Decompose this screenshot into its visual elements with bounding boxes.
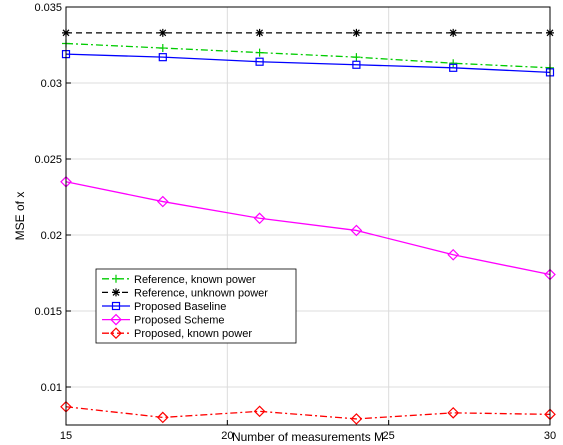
legend-label: Proposed Scheme <box>134 315 225 327</box>
series-layer <box>60 28 556 425</box>
series-line <box>65 406 551 420</box>
series-0 <box>62 39 554 72</box>
grid-lines <box>65 6 551 425</box>
data-point-marker <box>253 212 266 225</box>
series-line <box>65 53 551 74</box>
data-point-marker <box>449 28 458 37</box>
legend-label: Proposed, known power <box>134 328 252 340</box>
data-point-marker <box>110 327 122 340</box>
legend-label: Proposed Baseline <box>134 301 226 313</box>
data-point-marker <box>449 59 458 68</box>
x-ticks: 15 20 25 30 <box>60 420 556 442</box>
x-tick-label: 15 <box>60 430 72 442</box>
data-point-marker <box>158 28 167 37</box>
data-point-marker <box>352 53 361 62</box>
data-point-marker <box>158 53 167 62</box>
data-point-marker <box>255 57 264 66</box>
legend-entry: Reference, unknown power <box>102 287 268 299</box>
y-tick-label: 0.015 <box>34 306 62 318</box>
data-point-marker <box>350 224 363 237</box>
data-point-marker <box>447 248 460 261</box>
data-point-marker <box>158 44 167 53</box>
series-line <box>65 42 551 69</box>
y-axis-label: MSE of x <box>13 192 27 241</box>
legend-label: Reference, known power <box>134 274 256 286</box>
x-axis-label: Number of measurements M <box>232 430 384 444</box>
data-point-marker <box>255 28 264 37</box>
series-3 <box>60 175 556 281</box>
data-point-marker <box>156 195 169 208</box>
legend-entry: Proposed Baseline <box>102 301 226 313</box>
y-tick-label: 0.03 <box>41 78 62 90</box>
data-point-marker <box>352 28 361 37</box>
data-point-marker <box>112 274 120 283</box>
y-tick-label: 0.02 <box>41 230 62 242</box>
series-1 <box>62 28 554 37</box>
x-tick-label: 25 <box>383 430 395 442</box>
plot-frame <box>65 6 551 426</box>
y-tick-label: 0.035 <box>34 2 62 14</box>
y-tick-label: 0.025 <box>34 154 62 166</box>
data-point-marker <box>255 48 264 57</box>
data-point-marker <box>447 406 460 419</box>
data-point-marker <box>156 411 169 424</box>
y-tick-label: 0.01 <box>41 382 62 394</box>
data-point-marker <box>253 405 266 418</box>
series-line <box>65 181 551 276</box>
series-4 <box>60 400 556 425</box>
legend-entry: Proposed, known power <box>102 327 252 340</box>
data-point-marker <box>112 288 120 297</box>
data-point-marker <box>350 413 363 425</box>
legend-entry: Reference, known power <box>102 274 256 286</box>
x-tick-label: 20 <box>221 430 233 442</box>
data-point-marker <box>352 60 361 69</box>
legend-entry: Proposed Scheme <box>102 313 225 327</box>
data-point-marker <box>110 313 122 326</box>
data-point-marker <box>449 63 458 72</box>
legend-label: Reference, unknown power <box>134 287 268 299</box>
x-tick-label: 30 <box>544 430 556 442</box>
y-ticks: 0.01 0.015 0.02 0.025 0.03 0.035 <box>34 2 71 394</box>
data-point-marker <box>111 301 121 311</box>
